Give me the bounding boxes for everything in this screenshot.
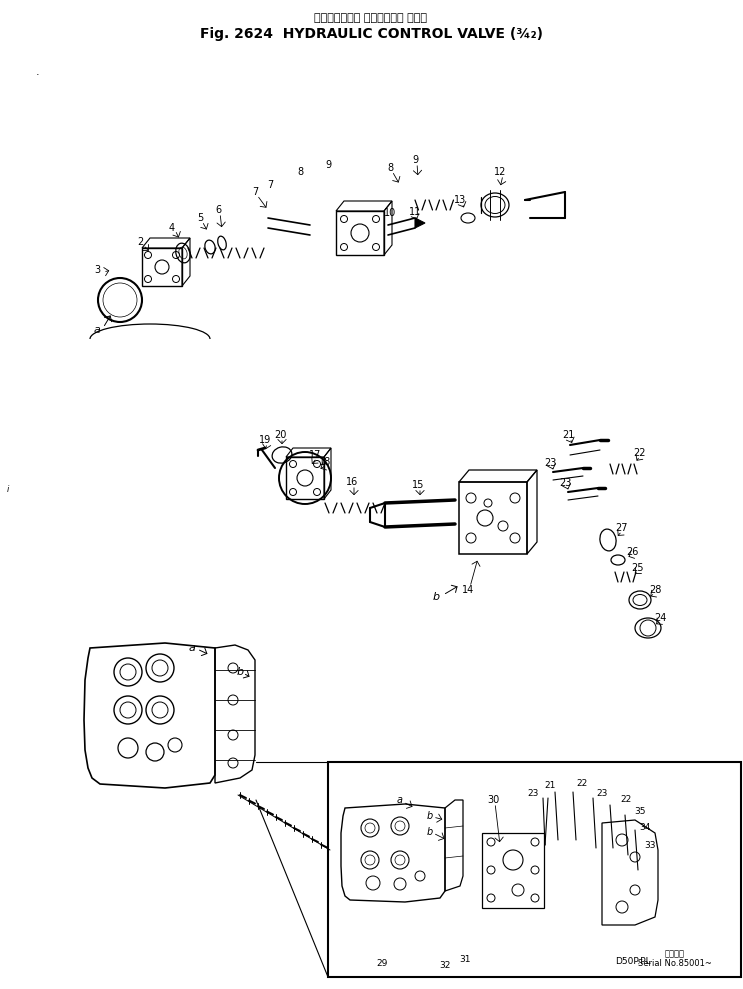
Text: 12: 12 (494, 167, 506, 177)
Text: 22: 22 (634, 448, 646, 458)
Text: 7: 7 (267, 180, 273, 190)
Text: 33: 33 (644, 841, 656, 850)
Text: ハイドロリック コントロール バルブ: ハイドロリック コントロール バルブ (314, 13, 427, 23)
Text: 27: 27 (616, 523, 629, 533)
Text: a: a (93, 325, 100, 335)
Text: 22: 22 (620, 795, 632, 804)
Text: 17: 17 (309, 450, 321, 460)
Text: 9: 9 (412, 155, 418, 165)
Text: 19: 19 (259, 435, 271, 445)
Text: 34: 34 (639, 824, 651, 833)
Text: 15: 15 (412, 480, 424, 490)
Text: i: i (7, 486, 9, 494)
Text: 11: 11 (409, 207, 421, 217)
Bar (328, 762, 741, 977)
Text: 23: 23 (597, 788, 608, 797)
Text: 5: 5 (197, 213, 203, 223)
Text: 16: 16 (346, 477, 358, 487)
Text: b: b (236, 667, 244, 677)
Text: Fig. 2624  HYDRAULIC CONTROL VALVE (¾₂): Fig. 2624 HYDRAULIC CONTROL VALVE (¾₂) (200, 27, 542, 41)
Text: 8: 8 (297, 167, 303, 177)
Text: 7: 7 (252, 187, 258, 197)
Text: 適用号等: 適用号等 (665, 949, 685, 958)
Text: 32: 32 (439, 960, 451, 969)
Text: 2: 2 (137, 237, 143, 247)
Text: a: a (397, 795, 403, 805)
Text: b: b (427, 811, 433, 821)
Text: 4: 4 (169, 223, 175, 233)
Text: 28: 28 (649, 585, 661, 595)
Text: 14: 14 (462, 585, 474, 595)
Text: 26: 26 (626, 547, 638, 557)
Text: Serial No.85001~: Serial No.85001~ (638, 958, 712, 967)
Text: 24: 24 (654, 613, 666, 623)
Text: 9: 9 (325, 160, 331, 170)
Text: 23: 23 (559, 478, 571, 488)
Text: 35: 35 (635, 807, 646, 817)
Polygon shape (415, 218, 425, 228)
Text: 30: 30 (487, 795, 499, 805)
Text: 21: 21 (545, 780, 556, 789)
Text: 23: 23 (544, 458, 557, 468)
Text: D50P.PL: D50P.PL (615, 956, 651, 965)
Text: b: b (433, 592, 440, 602)
Text: 21: 21 (562, 430, 574, 440)
Text: 23: 23 (528, 788, 539, 797)
Text: 31: 31 (459, 955, 471, 964)
Text: 8: 8 (387, 163, 393, 173)
Text: 6: 6 (215, 205, 221, 215)
Text: 3: 3 (94, 265, 100, 275)
Text: .: . (36, 67, 40, 77)
Text: a: a (188, 643, 195, 653)
Text: 18: 18 (319, 457, 331, 467)
Text: 13: 13 (454, 195, 466, 205)
Text: 25: 25 (632, 563, 644, 573)
Text: 10: 10 (384, 208, 396, 218)
Text: 29: 29 (376, 958, 388, 967)
Text: b: b (427, 827, 433, 837)
Text: 22: 22 (577, 778, 588, 787)
Text: 20: 20 (274, 430, 286, 440)
